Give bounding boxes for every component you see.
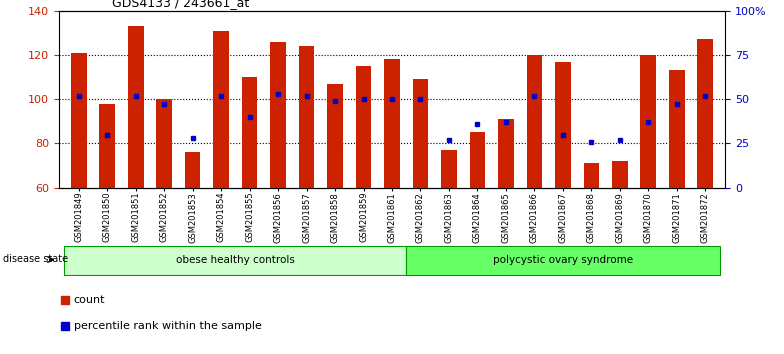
Bar [356, 66, 372, 188]
Bar [669, 70, 684, 188]
Bar [498, 119, 514, 188]
Bar [71, 53, 86, 188]
Bar [698, 39, 713, 188]
Bar [641, 55, 656, 188]
Bar [412, 79, 428, 188]
Bar [612, 161, 628, 188]
Bar [299, 46, 314, 188]
Bar [100, 104, 115, 188]
Text: count: count [74, 295, 105, 305]
Bar [156, 99, 172, 188]
Bar [241, 77, 257, 188]
Bar [327, 84, 343, 188]
Bar [527, 55, 543, 188]
Bar [213, 30, 229, 188]
Bar [470, 132, 485, 188]
Text: obese healthy controls: obese healthy controls [176, 255, 295, 264]
Text: disease state: disease state [3, 253, 68, 264]
Bar [128, 26, 143, 188]
Text: percentile rank within the sample: percentile rank within the sample [74, 321, 262, 331]
Text: GDS4133 / 243661_at: GDS4133 / 243661_at [112, 0, 249, 10]
Bar [555, 62, 571, 188]
Text: polycystic ovary syndrome: polycystic ovary syndrome [493, 255, 633, 264]
Bar [583, 163, 599, 188]
Bar [270, 42, 286, 188]
Bar [441, 150, 457, 188]
Bar [406, 246, 720, 275]
Bar [64, 246, 406, 275]
Bar [185, 152, 201, 188]
Bar [384, 59, 400, 188]
